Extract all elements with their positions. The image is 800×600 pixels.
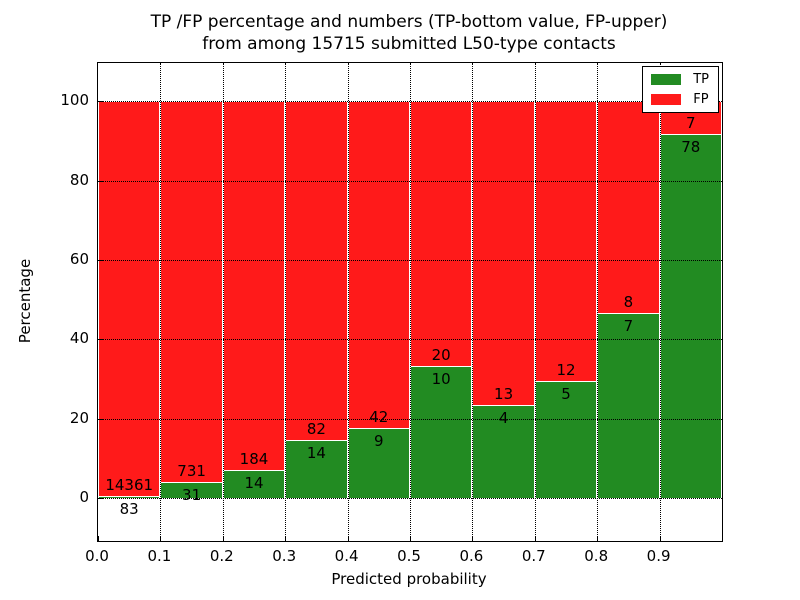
x-tick-label: 0.3 [272,547,297,565]
x-tick-mark [410,536,411,541]
y-tick-mark [98,418,103,420]
bar-segment-fp [347,101,410,429]
x-tick-label: 0.9 [646,547,671,565]
chart-title: TP /FP percentage and numbers (TP-bottom… [97,11,721,55]
y-tick-label: 0 [79,488,89,507]
fp-count-label: 731 [177,461,206,480]
x-tick-mark [347,536,349,541]
x-tick-mark [597,536,599,541]
tp-count-label: 78 [681,137,701,156]
bar-segment-tp [597,312,660,499]
y-tick-mark [98,259,103,261]
bar-segment-fp [160,101,223,482]
fp-count-label: 42 [369,408,389,427]
bar-segment-fp [534,101,598,382]
tp-count-label: 5 [561,385,571,404]
bar-segment-tp [347,428,410,499]
y-tick-label: 80 [69,170,89,189]
fp-count-label: 7 [686,113,696,132]
tp-count-label: 9 [374,432,384,451]
x-tick-label: 0.5 [397,547,421,565]
x-tick-mark [659,536,661,541]
fp-count-label: 14361 [105,475,154,494]
bar-segment-fp [597,101,660,313]
fp-count-label: 12 [556,361,576,380]
x-tick-mark [285,536,287,541]
legend-row: FP [651,93,709,106]
x-tick-mark [222,536,224,541]
bar-segment-fp [98,101,161,496]
x-tick-mark [98,536,99,541]
bar-segment-fp [410,101,473,366]
y-tick-mark [98,101,103,103]
bar-segment-tp [472,404,535,499]
chart-title-line2: from among 15715 submitted L50-type cont… [202,34,616,54]
tp-count-label: 10 [431,369,451,388]
bar-segment-fp [472,101,535,405]
bar-segment-tp [222,470,286,499]
legend-row: TP [651,73,709,86]
x-tick-label: 0.1 [147,547,172,565]
fp-count-label: 8 [623,292,634,311]
bar-segment-fp [285,101,348,441]
bar-segment-fp [222,101,286,471]
x-tick-label: 0.4 [334,547,359,565]
fp-count-label: 20 [431,345,451,364]
x-tick-mark [160,536,162,541]
legend-label: TP [693,72,709,87]
bar-segment-tp [98,495,161,499]
fp-count-label: 82 [306,420,326,439]
y-tick-mark [98,498,103,500]
x-tick-label: 0.7 [521,547,546,565]
fp-count-label: 13 [494,384,514,403]
y-axis-label: Percentage [16,258,34,344]
fp-count-label: 184 [239,450,269,469]
x-tick-label: 0.0 [85,547,109,565]
x-tick-mark [472,536,474,541]
y-tick-mark [98,180,103,182]
tp-count-label: 83 [119,499,139,518]
tp-count-label: 14 [306,444,326,463]
tp-count-label: 14 [244,474,264,493]
tp-legend-swatch [651,74,682,85]
y-tick-mark [98,339,103,341]
bar-segment-tp [534,381,598,499]
legend-label: FP [693,92,709,107]
x-tick-label: 0.8 [584,547,609,565]
bar-segment-tp [659,133,722,499]
bar-segment-tp [410,365,473,499]
y-tick-label: 100 [60,91,89,110]
fp-legend-swatch [651,94,682,105]
tp-count-label: 31 [182,485,202,504]
y-tick-label: 20 [69,408,89,427]
x-tick-label: 0.2 [209,547,234,565]
plot-area: 14361 83 731 31 184 14 82 14 42 9 20 10 13 4 12 5 8 7 7 78 … [97,62,723,542]
tp-count-label: 4 [498,408,509,427]
chart-title-line1: TP /FP percentage and numbers (TP-bottom… [150,12,668,32]
x-tick-label: 0.6 [459,547,484,565]
y-tick-label: 60 [69,249,89,268]
bar-segment-tp [285,440,348,499]
tp-count-label: 7 [623,316,634,335]
x-tick-mark [534,536,536,541]
y-tick-label: 40 [69,329,89,348]
legend: TP FP [642,66,719,113]
x-axis-label: Predicted probability [331,570,487,588]
